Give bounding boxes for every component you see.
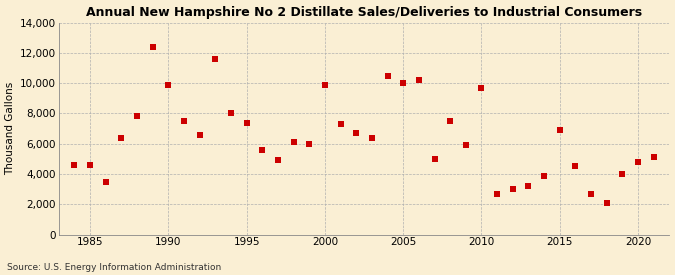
Point <box>429 157 440 161</box>
Point <box>586 192 597 196</box>
Point <box>288 140 299 144</box>
Point <box>367 136 377 140</box>
Point <box>632 160 643 164</box>
Point <box>241 120 252 125</box>
Title: Annual New Hampshire No 2 Distillate Sales/Deliveries to Industrial Consumers: Annual New Hampshire No 2 Distillate Sal… <box>86 6 642 18</box>
Point <box>100 179 111 184</box>
Point <box>398 81 408 85</box>
Point <box>508 187 518 191</box>
Point <box>256 148 267 152</box>
Point <box>570 164 581 169</box>
Point <box>163 82 173 87</box>
Point <box>132 114 142 119</box>
Point <box>147 45 158 49</box>
Point <box>601 201 612 205</box>
Point <box>194 133 205 137</box>
Point <box>273 158 284 163</box>
Point <box>649 155 659 160</box>
Point <box>539 173 549 178</box>
Point <box>225 111 236 116</box>
Point <box>351 131 362 135</box>
Point <box>523 184 534 188</box>
Point <box>617 172 628 176</box>
Point <box>304 142 315 146</box>
Point <box>69 163 80 167</box>
Point <box>382 73 393 78</box>
Point <box>335 122 346 126</box>
Y-axis label: Thousand Gallons: Thousand Gallons <box>5 82 16 175</box>
Point <box>476 86 487 90</box>
Point <box>319 82 330 87</box>
Point <box>445 119 456 123</box>
Point <box>554 128 565 132</box>
Point <box>460 143 471 147</box>
Point <box>178 119 189 123</box>
Point <box>84 163 95 167</box>
Point <box>492 192 503 196</box>
Point <box>116 136 127 140</box>
Text: Source: U.S. Energy Information Administration: Source: U.S. Energy Information Administ… <box>7 263 221 272</box>
Point <box>210 57 221 61</box>
Point <box>414 78 425 82</box>
